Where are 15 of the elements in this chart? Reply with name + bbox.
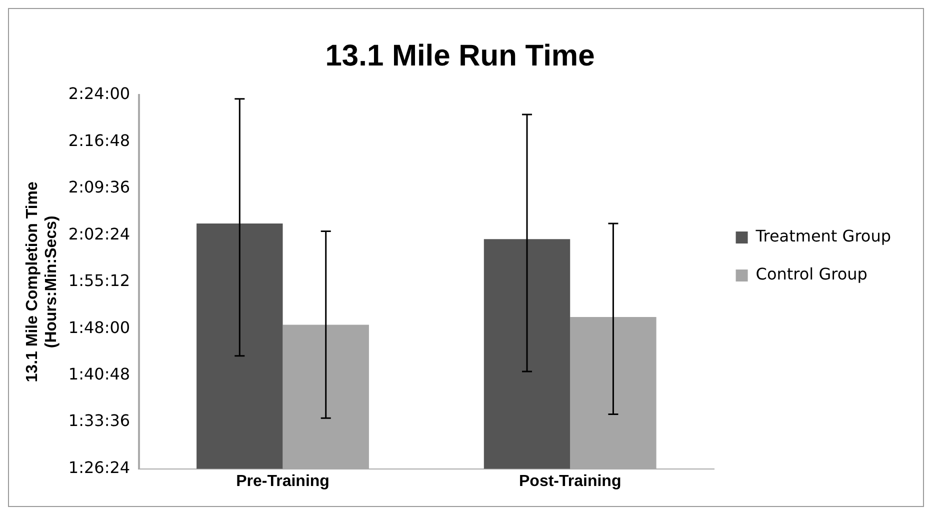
x-tick-label: Post-Training [518,472,622,490]
y-tick-label: 2:24:00 [68,84,130,104]
legend-label: Treatment Group [754,226,892,246]
legend-label: Control Group [756,264,868,284]
y-tick-label: 2:16:48 [68,130,130,150]
y-tick-label: 2:02:24 [68,224,130,244]
x-tick-label: Pre-Training [236,472,330,490]
y-tick-label: 1:26:24 [68,458,130,477]
chart-title: 13.1 Mile Run Time [325,39,595,72]
y-tick-label: 1:48:00 [68,318,130,337]
y-tick-label: 1:33:36 [68,411,130,430]
y-axis-title: 13.1 Mile Completion Time (Hours:Min:Secs) [24,181,60,382]
y-tick-label: 1:40:48 [68,364,130,384]
y-tick-label: 1:55:12 [68,271,130,290]
y-tick-label: 2:09:36 [68,178,130,197]
